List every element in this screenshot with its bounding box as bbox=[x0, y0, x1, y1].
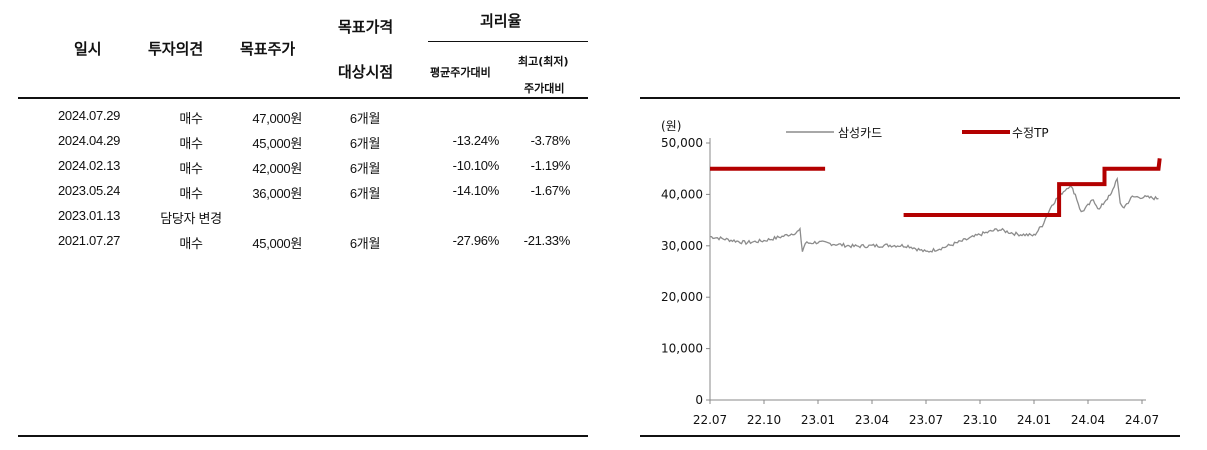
x-tick-label: 24.04 bbox=[1071, 413, 1105, 427]
row-date: 2024.02.13 bbox=[58, 158, 121, 173]
row-target-price: 36,000원 bbox=[252, 186, 302, 201]
row-max-divergence: -21.33% bbox=[523, 233, 571, 248]
row-opinion: 매수 bbox=[179, 186, 203, 201]
row-opinion: 매수 bbox=[179, 236, 203, 251]
x-tick-label: 22.07 bbox=[693, 413, 727, 427]
series-samsung-card-line bbox=[710, 176, 1159, 253]
row-period: 6개월 bbox=[349, 136, 381, 151]
header-max-vs-1: 최고(최저) bbox=[518, 55, 569, 68]
row-opinion: 담당자 변경 bbox=[160, 211, 222, 226]
row-avg-divergence: -10.10% bbox=[452, 158, 500, 173]
header-avg-vs: 평균주가대비 bbox=[430, 66, 491, 79]
x-tick-label: 23.07 bbox=[909, 413, 943, 427]
row-target-price: 45,000원 bbox=[252, 136, 302, 151]
row-date: 2024.07.29 bbox=[58, 108, 121, 123]
header-target-period-1: 목표가격 bbox=[338, 18, 394, 36]
y-axis-unit: (원) bbox=[661, 119, 681, 133]
header-date: 일시 bbox=[74, 40, 102, 58]
row-opinion: 매수 bbox=[179, 161, 203, 176]
row-opinion: 매수 bbox=[179, 111, 203, 126]
chart-top-rule bbox=[640, 97, 1180, 99]
row-max-divergence: -3.78% bbox=[530, 133, 571, 148]
y-tick-label: 30,000 bbox=[661, 239, 703, 253]
row-period: 6개월 bbox=[349, 111, 381, 126]
header-bottom-rule bbox=[18, 97, 588, 99]
header-divergence: 괴리율 bbox=[480, 12, 522, 30]
row-target-price: 42,000원 bbox=[252, 161, 302, 176]
row-avg-divergence: -13.24% bbox=[452, 133, 500, 148]
legend-label-target-price: 수정TP bbox=[1012, 126, 1049, 140]
header-opinion: 투자의견 bbox=[148, 40, 204, 58]
row-period: 6개월 bbox=[349, 161, 381, 176]
divergence-rule bbox=[428, 41, 588, 42]
row-period: 6개월 bbox=[349, 236, 381, 251]
chart-bottom-rule bbox=[640, 435, 1180, 437]
row-max-divergence: -1.67% bbox=[530, 183, 571, 198]
y-tick-label: 40,000 bbox=[661, 187, 703, 201]
row-avg-divergence: -27.96% bbox=[452, 233, 500, 248]
x-tick-label: 24.07 bbox=[1125, 413, 1159, 427]
y-tick-label: 10,000 bbox=[661, 342, 703, 356]
row-date: 2021.07.27 bbox=[58, 233, 121, 248]
x-tick-label: 24.01 bbox=[1017, 413, 1051, 427]
chart-canvas: 0 10,000 20,000 30,000 40,000 50,000 (원) 22.07 2… bbox=[661, 119, 1162, 427]
row-date: 2023.01.13 bbox=[58, 208, 121, 223]
row-max-divergence: -1.19% bbox=[530, 158, 571, 173]
table-bottom-rule bbox=[18, 435, 588, 437]
y-tick-label: 20,000 bbox=[661, 290, 703, 304]
y-tick-label: 0 bbox=[695, 393, 703, 407]
investment-opinion-table: 일시 투자의견 목표주가 목표가격 대상시점 괴리율 평균주가대비 최고(최저)… bbox=[18, 0, 588, 450]
stock-price-chart: 0 10,000 20,000 30,000 40,000 50,000 (원) 22.07 2… bbox=[640, 0, 1207, 450]
y-tick-label: 50,000 bbox=[661, 136, 703, 150]
row-opinion: 매수 bbox=[179, 136, 203, 151]
legend-label-samsung-card: 삼성카드 bbox=[838, 126, 882, 140]
x-tick-label: 22.10 bbox=[747, 413, 781, 427]
row-date: 2023.05.24 bbox=[58, 183, 121, 198]
x-tick-label: 23.01 bbox=[801, 413, 835, 427]
row-target-price: 45,000원 bbox=[252, 236, 302, 251]
header-target-price: 목표주가 bbox=[240, 40, 296, 58]
x-tick-label: 23.10 bbox=[963, 413, 997, 427]
row-period: 6개월 bbox=[349, 186, 381, 201]
header-target-period-2: 대상시점 bbox=[338, 63, 394, 81]
row-avg-divergence: -14.10% bbox=[452, 183, 500, 198]
header-max-vs-2: 주가대비 bbox=[524, 82, 565, 95]
x-tick-label: 23.04 bbox=[855, 413, 889, 427]
series-target-price-segment-2 bbox=[903, 158, 1162, 217]
row-date: 2024.04.29 bbox=[58, 133, 121, 148]
row-target-price: 47,000원 bbox=[252, 111, 302, 126]
